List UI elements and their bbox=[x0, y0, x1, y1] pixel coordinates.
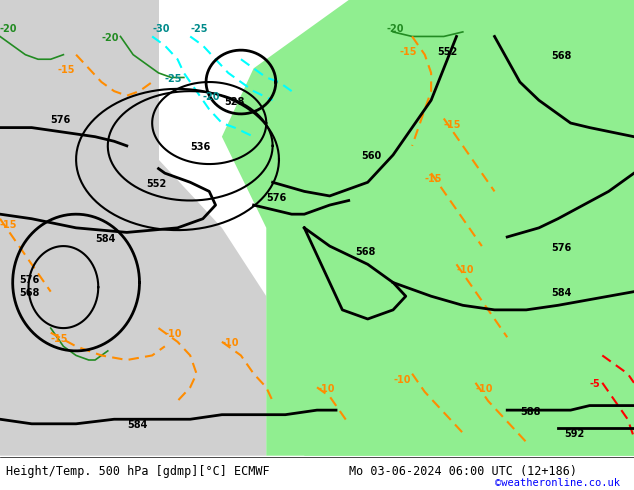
Polygon shape bbox=[292, 0, 634, 456]
Text: -15: -15 bbox=[0, 220, 18, 230]
Text: -20: -20 bbox=[0, 24, 18, 34]
Text: -10: -10 bbox=[456, 266, 474, 275]
Text: 584: 584 bbox=[552, 288, 572, 298]
Text: 568: 568 bbox=[355, 247, 375, 257]
Text: -10: -10 bbox=[476, 384, 493, 394]
Text: Height/Temp. 500 hPa [gdmp][°C] ECMWF: Height/Temp. 500 hPa [gdmp][°C] ECMWF bbox=[6, 465, 270, 478]
Text: -15: -15 bbox=[399, 47, 417, 57]
Text: 552: 552 bbox=[146, 179, 166, 189]
Text: -25: -25 bbox=[190, 24, 208, 34]
Polygon shape bbox=[0, 46, 266, 456]
Text: 584: 584 bbox=[95, 234, 115, 244]
Text: 528: 528 bbox=[224, 97, 245, 107]
Text: 552: 552 bbox=[437, 47, 458, 57]
Text: -10: -10 bbox=[165, 329, 183, 339]
Text: ©weatheronline.co.uk: ©weatheronline.co.uk bbox=[495, 478, 619, 488]
Bar bbox=[0, 0, 158, 182]
Text: -15: -15 bbox=[57, 65, 75, 75]
Text: -10: -10 bbox=[317, 384, 335, 394]
Text: Mo 03-06-2024 06:00 UTC (12+186): Mo 03-06-2024 06:00 UTC (12+186) bbox=[349, 465, 577, 478]
Text: 536: 536 bbox=[190, 143, 210, 152]
Text: 576: 576 bbox=[552, 243, 572, 253]
Text: -15: -15 bbox=[444, 120, 462, 129]
Text: -25: -25 bbox=[165, 74, 183, 84]
Text: 592: 592 bbox=[564, 429, 585, 440]
Text: -5: -5 bbox=[590, 379, 600, 390]
Text: 576: 576 bbox=[266, 193, 287, 202]
Text: -20: -20 bbox=[387, 24, 404, 34]
Text: 584: 584 bbox=[127, 420, 147, 430]
Text: -30: -30 bbox=[152, 24, 170, 34]
Text: 576: 576 bbox=[51, 115, 71, 125]
Text: 568: 568 bbox=[19, 288, 39, 298]
Text: -20: -20 bbox=[101, 33, 119, 43]
Text: 560: 560 bbox=[361, 151, 382, 162]
Text: -10: -10 bbox=[393, 375, 411, 385]
Text: 568: 568 bbox=[552, 51, 572, 61]
Text: -15: -15 bbox=[51, 334, 68, 344]
Text: -20: -20 bbox=[203, 92, 221, 102]
Text: -15: -15 bbox=[425, 174, 443, 184]
Polygon shape bbox=[222, 0, 634, 456]
Text: 588: 588 bbox=[520, 407, 540, 416]
Text: 576: 576 bbox=[19, 274, 39, 285]
Text: -10: -10 bbox=[222, 338, 240, 348]
